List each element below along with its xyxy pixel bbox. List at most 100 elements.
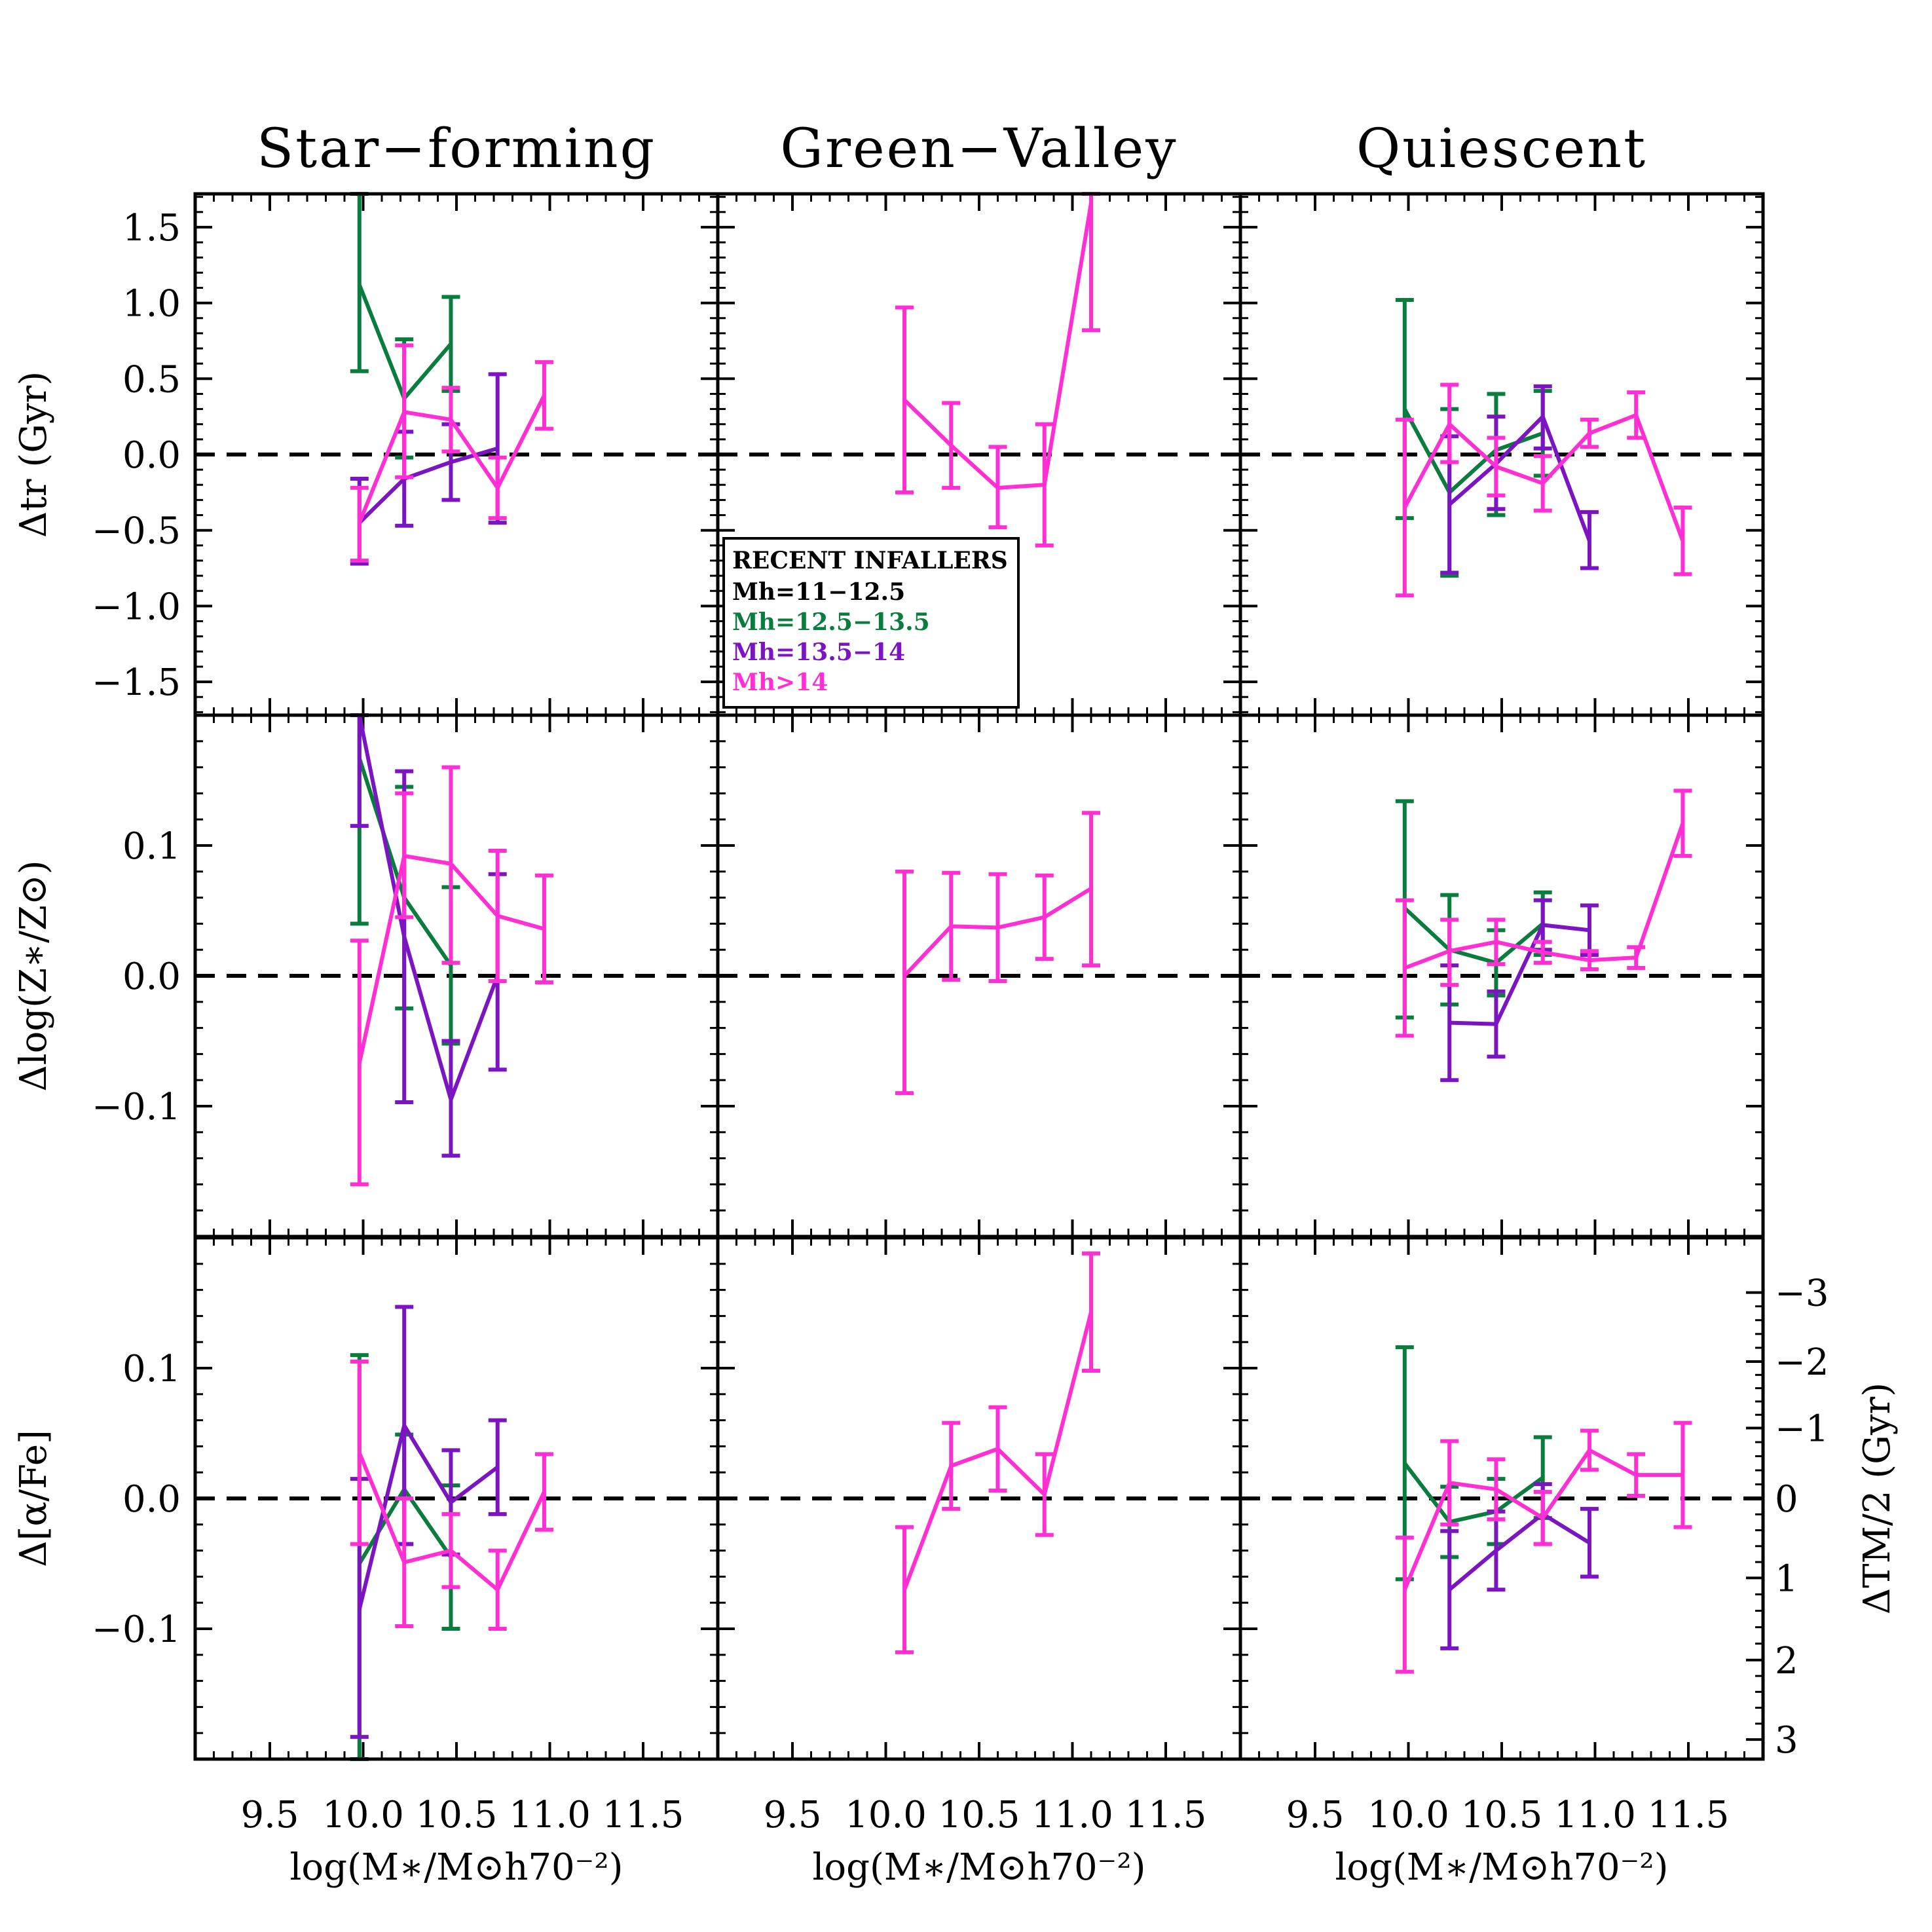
errorbar-r0-c0-magenta-3 [488, 455, 507, 521]
errorbar-r2-c2-magenta-3 [1533, 1490, 1552, 1546]
xtick-label-c1-0: 9.5 [763, 1794, 821, 1836]
xaxis-label-c2: log(M∗/M⊙h70⁻²) [1335, 1846, 1668, 1889]
ytick-label-r0-0: −1.5 [92, 661, 181, 704]
ytick-label-r0-6: 1.5 [122, 207, 181, 250]
errorbar-r0-c2-magenta-0 [1395, 417, 1414, 598]
ytick-label-r1-2: 0.1 [122, 825, 181, 868]
errorbar-r1-c2-purple-1 [1487, 989, 1506, 1059]
column-title-1: Green−Valley [780, 118, 1178, 180]
xtick-label-c0-2: 10.5 [416, 1794, 498, 1836]
right-axis-tick-label-4: 1 [1775, 1557, 1798, 1600]
ytick-label-r0-2: −0.5 [92, 510, 181, 553]
errorbar-r1-c1-magenta-2 [988, 872, 1007, 983]
legend-box: RECENT INFALLERS Mh=11−12.5 Mh=12.5−13.5… [722, 537, 1020, 709]
panel-grid: Star−forming Green−Valley Quiescent −3 −2 −1 0… [12, 118, 1899, 1889]
xtick-label-c2-2: 10.5 [1461, 1794, 1543, 1836]
xtick-label-c0-4: 11.5 [603, 1794, 684, 1836]
errorbar-r2-c2-magenta-6 [1673, 1421, 1692, 1529]
errorbar-r1-c2-magenta-2 [1487, 918, 1506, 967]
ytick-label-r0-5: 1.0 [122, 283, 181, 325]
right-axis-tick-label-2: −1 [1775, 1408, 1829, 1451]
errorbar-r2-c1-magenta-0 [895, 1525, 914, 1654]
ytick-label-r1-0: −0.1 [92, 1086, 181, 1128]
right-axis-title: ΔTM/2 (Gyr) [1856, 1383, 1899, 1614]
errorbar-r1-c1-magenta-4 [1082, 811, 1100, 968]
errorbar-r0-c2-magenta-3 [1533, 454, 1552, 513]
ytick-label-r1-1: 0.0 [122, 956, 181, 998]
ytick-label-r0-4: 0.5 [122, 358, 181, 401]
errorbar-r2-c1-magenta-3 [1035, 1452, 1054, 1537]
xtick-label-c2-1: 10.0 [1367, 1794, 1449, 1836]
errorbar-r0-c0-magenta-2 [441, 386, 460, 454]
series-line-r1-c0-purple [357, 715, 500, 1102]
series-line-r1-c2-green [1403, 906, 1544, 965]
errorbar-r0-c2-purple-2 [1533, 384, 1552, 451]
series-line-r0-c2-purple [1448, 415, 1591, 542]
errorbar-r0-c2-magenta-6 [1673, 505, 1692, 576]
ytick-label-r0-3: 0.0 [122, 434, 181, 477]
errorbar-r2-c1-magenta-1 [942, 1421, 961, 1511]
xtick-label-c1-3: 11.0 [1031, 1794, 1113, 1836]
errorbar-r1-c2-magenta-3 [1533, 940, 1552, 965]
errorbar-r0-c1-magenta-1 [942, 401, 961, 490]
column-title-2: Quiescent [1356, 118, 1647, 180]
right-axis-tick-label-6: 3 [1775, 1719, 1798, 1762]
xtick-label-c2-0: 9.5 [1286, 1794, 1344, 1836]
legend-entry-mh-11-12.5: Mh=11−12.5 [732, 578, 905, 606]
right-axis-tick-label-1: −2 [1775, 1341, 1829, 1384]
panel-frame-r2-c2 [1238, 1236, 1765, 1761]
xtick-label-c0-1: 10.0 [322, 1794, 404, 1836]
errorbar-r1-c2-magenta-0 [1395, 898, 1414, 1038]
ytick-label-r2-1: 0.0 [122, 1478, 181, 1521]
xtick-label-c0-3: 11.0 [509, 1794, 591, 1836]
errorbar-r0-c0-magenta-1 [395, 343, 414, 479]
xtick-label-c2-3: 11.0 [1554, 1794, 1636, 1836]
errorbar-r2-c0-magenta-0 [350, 1360, 369, 1546]
yaxis-title-r0: Δtr (Gyr) [12, 371, 55, 538]
errorbar-r2-c2-magenta-0 [1395, 1535, 1414, 1674]
errorbar-r1-c2-magenta-6 [1673, 789, 1692, 858]
legend-title: RECENT INFALLERS [732, 547, 1008, 574]
errorbar-r0-c2-magenta-4 [1580, 417, 1599, 449]
errorbar-r2-c0-magenta-4 [534, 1452, 553, 1532]
errorbar-r1-c2-magenta-5 [1627, 945, 1646, 971]
errorbar-r0-c1-magenta-3 [1035, 422, 1054, 548]
xaxis-label-c1: log(M∗/M⊙h70⁻²) [812, 1846, 1145, 1889]
xtick-label-c2-4: 11.5 [1648, 1794, 1730, 1836]
errorbar-r2-c2-purple-3 [1580, 1506, 1599, 1579]
errorbar-r2-c2-magenta-2 [1487, 1457, 1506, 1521]
legend-entry-mh-12.5-13.5: Mh=12.5−13.5 [732, 608, 930, 636]
errorbar-r1-c2-magenta-1 [1440, 918, 1459, 987]
errorbar-r2-c0-purple-3 [488, 1418, 507, 1516]
errorbar-r2-c0-magenta-2 [441, 1512, 460, 1589]
xaxis-label-c0: log(M∗/M⊙h70⁻²) [289, 1846, 623, 1889]
xtick-label-c0-0: 9.5 [240, 1794, 299, 1836]
errorbar-r2-c2-magenta-1 [1440, 1439, 1459, 1527]
errorbar-r1-c2-magenta-4 [1580, 949, 1599, 972]
errorbar-r2-c1-magenta-2 [988, 1405, 1007, 1493]
right-axis-tick-label-3: 0 [1775, 1478, 1798, 1521]
legend-entry-mh-13.5-14: Mh=13.5−14 [732, 639, 905, 666]
xtick-label-c1-2: 10.5 [938, 1794, 1020, 1836]
errorbar-r0-c2-magenta-5 [1627, 390, 1646, 440]
errorbar-r0-c0-magenta-4 [534, 360, 553, 431]
errorbar-r2-c0-magenta-1 [395, 1496, 414, 1629]
errorbar-r0-c2-purple-3 [1580, 510, 1599, 570]
errorbar-r1-c0-purple-2 [441, 1039, 460, 1158]
xtick-label-c1-4: 11.5 [1125, 1794, 1207, 1836]
series-line-r2-c0-purple [357, 1423, 499, 1610]
yaxis-title-r2: Δ[α/Fe] [12, 1430, 55, 1567]
errorbar-r2-c2-purple-0 [1440, 1529, 1459, 1650]
errorbar-r2-c2-magenta-5 [1627, 1452, 1646, 1498]
errorbar-r0-c2-magenta-2 [1487, 436, 1506, 498]
errorbar-r0-c0-magenta-0 [350, 485, 369, 563]
errorbar-r1-c0-magenta-1 [395, 791, 414, 920]
errorbar-r1-c1-magenta-0 [895, 869, 914, 1096]
xtick-label-c1-1: 10.0 [845, 1794, 927, 1836]
right-axis-tick-label-5: 2 [1775, 1640, 1798, 1682]
errorbar-r0-c1-magenta-0 [895, 305, 914, 494]
errorbar-r1-c0-magenta-2 [441, 765, 460, 965]
yaxis-title-r1: Δlog(Z∗/Z⊙) [12, 860, 55, 1091]
